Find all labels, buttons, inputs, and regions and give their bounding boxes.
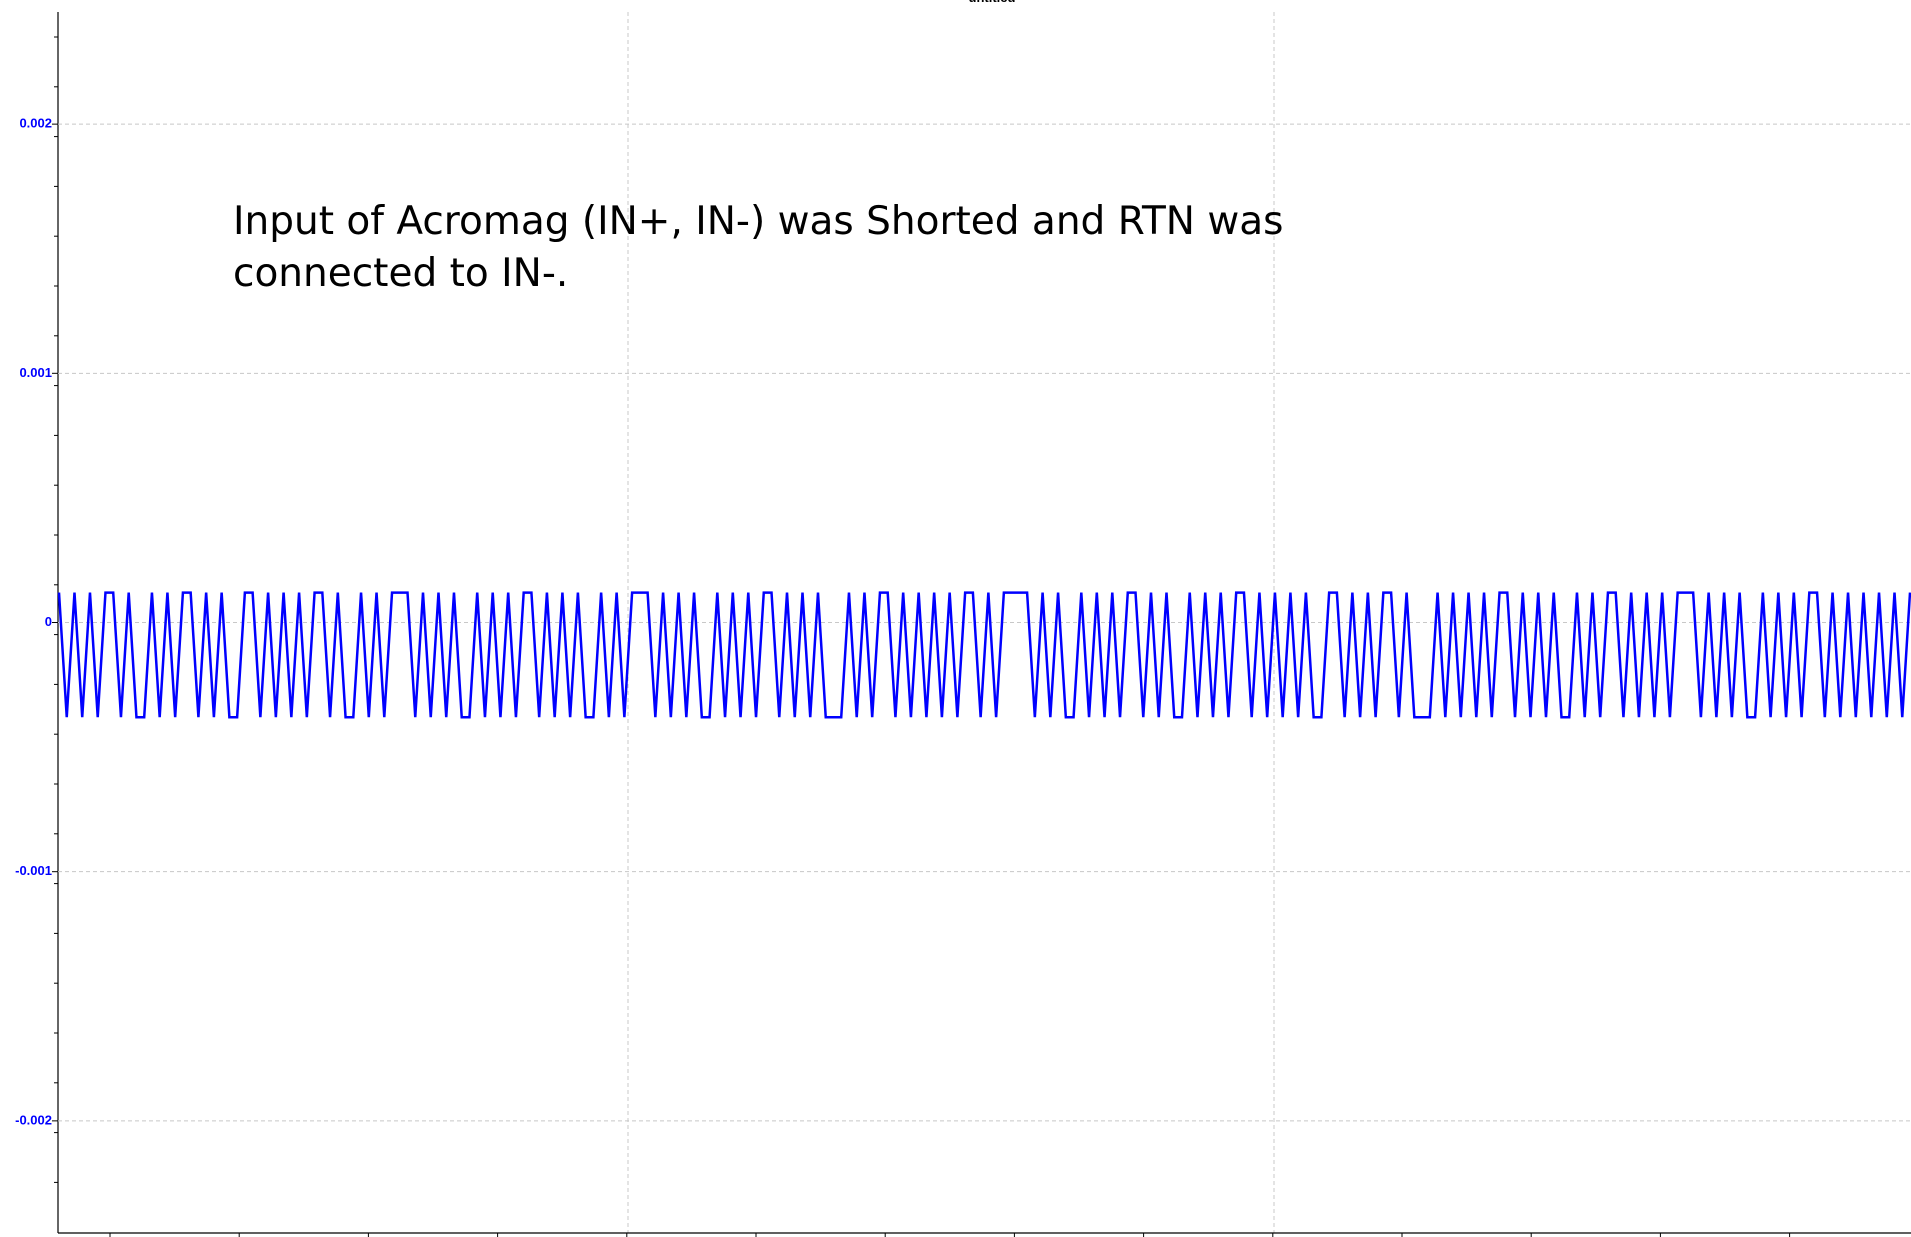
y-tick-label: 0.002 (19, 116, 52, 131)
chart-title: untitled (969, 0, 1016, 5)
y-tick-label: -0.001 (15, 863, 52, 878)
y-tick-label: 0.001 (19, 365, 52, 380)
y-tick-label: -0.002 (15, 1112, 52, 1127)
y-tick-label: 0 (45, 614, 52, 629)
signal-line (57, 591, 1911, 719)
annotation: connected to IN-. (233, 251, 568, 296)
annotation: Input of Acromag (IN+, IN-) was Shorted … (233, 199, 1283, 244)
